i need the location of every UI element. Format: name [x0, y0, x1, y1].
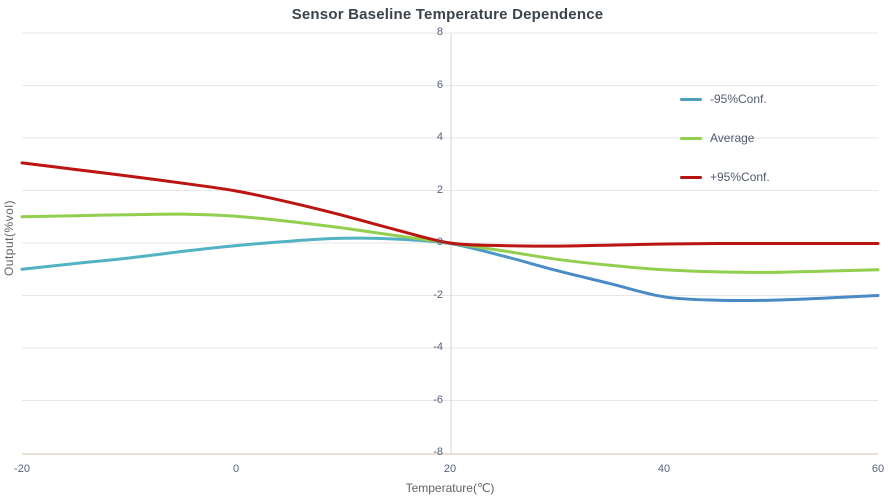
legend-label: +95%Conf. [710, 170, 770, 184]
legend-swatch-neg95conf [680, 97, 702, 101]
y-tick-label: 0 [436, 236, 443, 248]
legend-item-average[interactable]: Average [680, 127, 770, 149]
y-tick-label: 8 [436, 26, 443, 38]
x-tick-label: 40 [657, 463, 671, 475]
legend-label: -95%Conf. [710, 92, 767, 106]
x-tick-label: 60 [871, 463, 885, 475]
y-tick-label: -8 [433, 446, 443, 458]
y-tick-label: -6 [433, 393, 443, 406]
series-line-95conf [20, 236, 880, 303]
y-axis-title: Output(%vol) [2, 200, 16, 277]
y-tick-label: 4 [436, 131, 443, 143]
x-tick-label: -20 [14, 463, 30, 475]
legend-swatch-pos95conf [680, 175, 702, 179]
legend-swatch-average [680, 136, 702, 140]
y-tick-label: -2 [433, 288, 443, 301]
x-axis-title: Temperature(℃) [405, 481, 495, 495]
legend: -95%Conf. Average +95%Conf. [680, 88, 770, 205]
legend-item-pos95conf[interactable]: +95%Conf. [680, 166, 770, 188]
y-tick-label: -4 [433, 341, 443, 353]
series-line-average [20, 212, 880, 274]
x-tick-label: 0 [232, 463, 240, 475]
legend-label: Average [710, 131, 755, 145]
y-tick-label: 2 [436, 183, 443, 196]
y-tick-label: 6 [436, 78, 443, 91]
legend-item-neg95conf[interactable]: -95%Conf. [680, 88, 770, 110]
x-tick-label: 20 [443, 463, 457, 475]
chart-title: Sensor Baseline Temperature Dependence [291, 6, 604, 23]
